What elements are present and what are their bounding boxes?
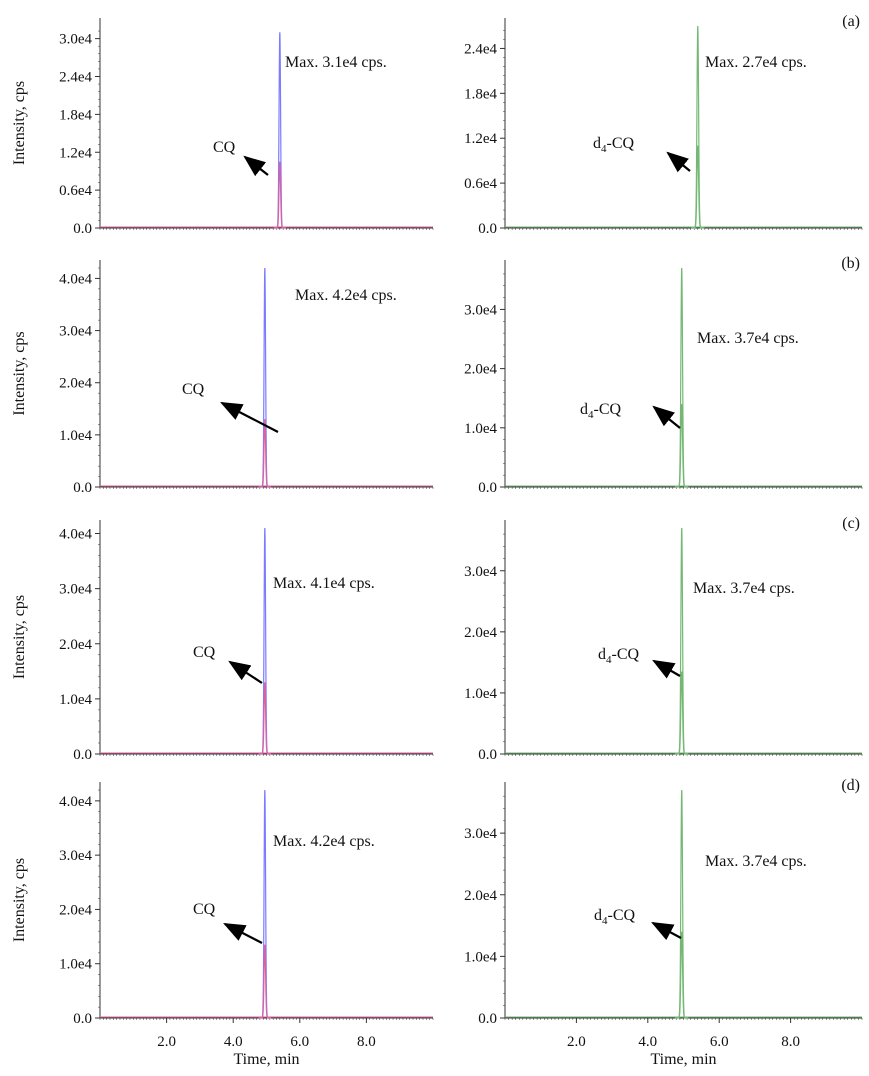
- y-tick-label: 0.0: [478, 480, 497, 496]
- y-tick-label: 3.0e4: [464, 564, 497, 580]
- y-tick-label: 2.0e4: [59, 902, 92, 918]
- compound-label: CQ: [182, 381, 205, 398]
- x-tick-label: 6.0: [290, 1034, 309, 1050]
- y-tick-label: 3.0e4: [59, 324, 92, 340]
- series-line-primary: [675, 527, 689, 755]
- y-tick-label: 0.0: [478, 747, 497, 763]
- y-tick-label: 0.0: [73, 221, 92, 237]
- y-tick-label: 2.0e4: [59, 637, 92, 653]
- y-tick-label: 1.2e4: [464, 131, 497, 147]
- series-line-secondary: [691, 145, 705, 229]
- compound-label: CQ: [193, 644, 216, 661]
- y-tick-label: 2.0e4: [464, 625, 497, 641]
- y-tick-label: 1.0e4: [464, 949, 497, 965]
- y-tick-label: 4.0e4: [59, 794, 92, 810]
- y-tick-label: 1.0e4: [464, 686, 497, 702]
- y-axis-label: Intensity, cps: [11, 331, 28, 415]
- y-tick-label: 1.8e4: [59, 107, 92, 123]
- annotation-arrow: [223, 922, 263, 944]
- y-tick-label: 1.0e4: [59, 428, 92, 444]
- annotation-arrow: [651, 921, 682, 941]
- compound-label: d4-CQ: [580, 401, 622, 421]
- x-tick-label: 4.0: [638, 1034, 657, 1050]
- y-tick-label: 0.0: [73, 747, 92, 763]
- y-tick-label: 0.0: [478, 1011, 497, 1027]
- x-tick-label: 4.0: [224, 1034, 243, 1050]
- annotation-arrow: [666, 151, 691, 173]
- panel-label: (d): [841, 777, 860, 794]
- series-line-secondary: [675, 671, 689, 755]
- y-tick-label: 3.0e4: [59, 848, 92, 864]
- y-tick-label: 2.4e4: [464, 41, 497, 57]
- y-tick-label: 0.6e4: [464, 176, 497, 192]
- compound-label: CQ: [193, 901, 216, 918]
- y-tick-label: 2.4e4: [59, 70, 92, 86]
- annotation-arrow: [228, 660, 263, 684]
- compound-label: d4-CQ: [594, 907, 636, 927]
- annotation-arrow: [220, 401, 279, 433]
- series-line-secondary: [258, 682, 271, 755]
- y-axis-label: Intensity, cps: [11, 81, 28, 165]
- series-line-secondary: [258, 944, 271, 1019]
- y-tick-label: 1.0e4: [59, 692, 92, 708]
- y-tick-label: 1.8e4: [464, 86, 497, 102]
- annotation-arrow: [243, 155, 269, 177]
- series-line-primary: [258, 267, 271, 488]
- series-line-primary: [258, 527, 271, 755]
- panel-label: (c): [842, 515, 860, 532]
- series-line-primary: [675, 789, 689, 1019]
- y-tick-label: 0.0: [73, 480, 92, 496]
- x-tick-label: 2.0: [567, 1034, 586, 1050]
- compound-label: CQ: [213, 139, 236, 156]
- compound-label: d4-CQ: [593, 135, 635, 155]
- series-line-primary: [273, 32, 286, 229]
- y-tick-label: 4.0e4: [59, 527, 92, 543]
- series-line-secondary: [675, 404, 689, 488]
- max-annotation: Max. 3.7e4 cps.: [705, 853, 807, 870]
- y-tick-label: 0.0: [73, 1011, 92, 1027]
- y-axis-label: Intensity, cps: [11, 595, 28, 679]
- annotation-arrow: [652, 405, 681, 429]
- series-line-primary: [691, 25, 705, 229]
- max-annotation: Max. 2.7e4 cps.: [705, 54, 807, 71]
- series-line-secondary: [675, 931, 689, 1019]
- x-axis-label: Time, min: [233, 1051, 299, 1068]
- max-annotation: Max. 4.2e4 cps.: [273, 833, 375, 850]
- panel-label: (a): [842, 13, 860, 30]
- max-annotation: Max. 3.1e4 cps.: [285, 54, 387, 71]
- y-tick-label: 3.0e4: [464, 302, 497, 318]
- series-line-secondary: [258, 419, 271, 488]
- x-tick-label: 8.0: [781, 1034, 800, 1050]
- max-annotation: Max. 3.7e4 cps.: [697, 330, 799, 347]
- compound-label: d4-CQ: [598, 646, 640, 666]
- panel-label: (b): [841, 255, 860, 272]
- y-tick-label: 0.6e4: [59, 183, 92, 199]
- y-tick-label: 3.0e4: [59, 582, 92, 598]
- annotation-arrow: [652, 659, 681, 679]
- series-line-primary: [675, 267, 689, 488]
- y-tick-label: 3.0e4: [59, 32, 92, 48]
- series-line-secondary: [273, 161, 286, 229]
- y-tick-label: 1.0e4: [464, 421, 497, 437]
- series-line-primary: [258, 789, 271, 1019]
- max-annotation: Max. 3.7e4 cps.: [693, 580, 795, 597]
- y-axis-label: Intensity, cps: [11, 858, 28, 942]
- max-annotation: Max. 4.1e4 cps.: [273, 575, 375, 592]
- y-tick-label: 1.2e4: [59, 145, 92, 161]
- x-tick-label: 2.0: [157, 1034, 176, 1050]
- y-tick-label: 0.0: [478, 221, 497, 237]
- y-tick-label: 1.0e4: [59, 957, 92, 973]
- y-tick-label: 3.0e4: [464, 826, 497, 842]
- y-tick-label: 2.0e4: [464, 362, 497, 378]
- x-axis-label: Time, min: [650, 1051, 716, 1068]
- y-tick-label: 4.0e4: [59, 271, 92, 287]
- x-tick-label: 6.0: [710, 1034, 729, 1050]
- x-tick-label: 8.0: [357, 1034, 376, 1050]
- max-annotation: Max. 4.2e4 cps.: [295, 287, 397, 304]
- y-tick-label: 2.0e4: [464, 888, 497, 904]
- y-tick-label: 2.0e4: [59, 376, 92, 392]
